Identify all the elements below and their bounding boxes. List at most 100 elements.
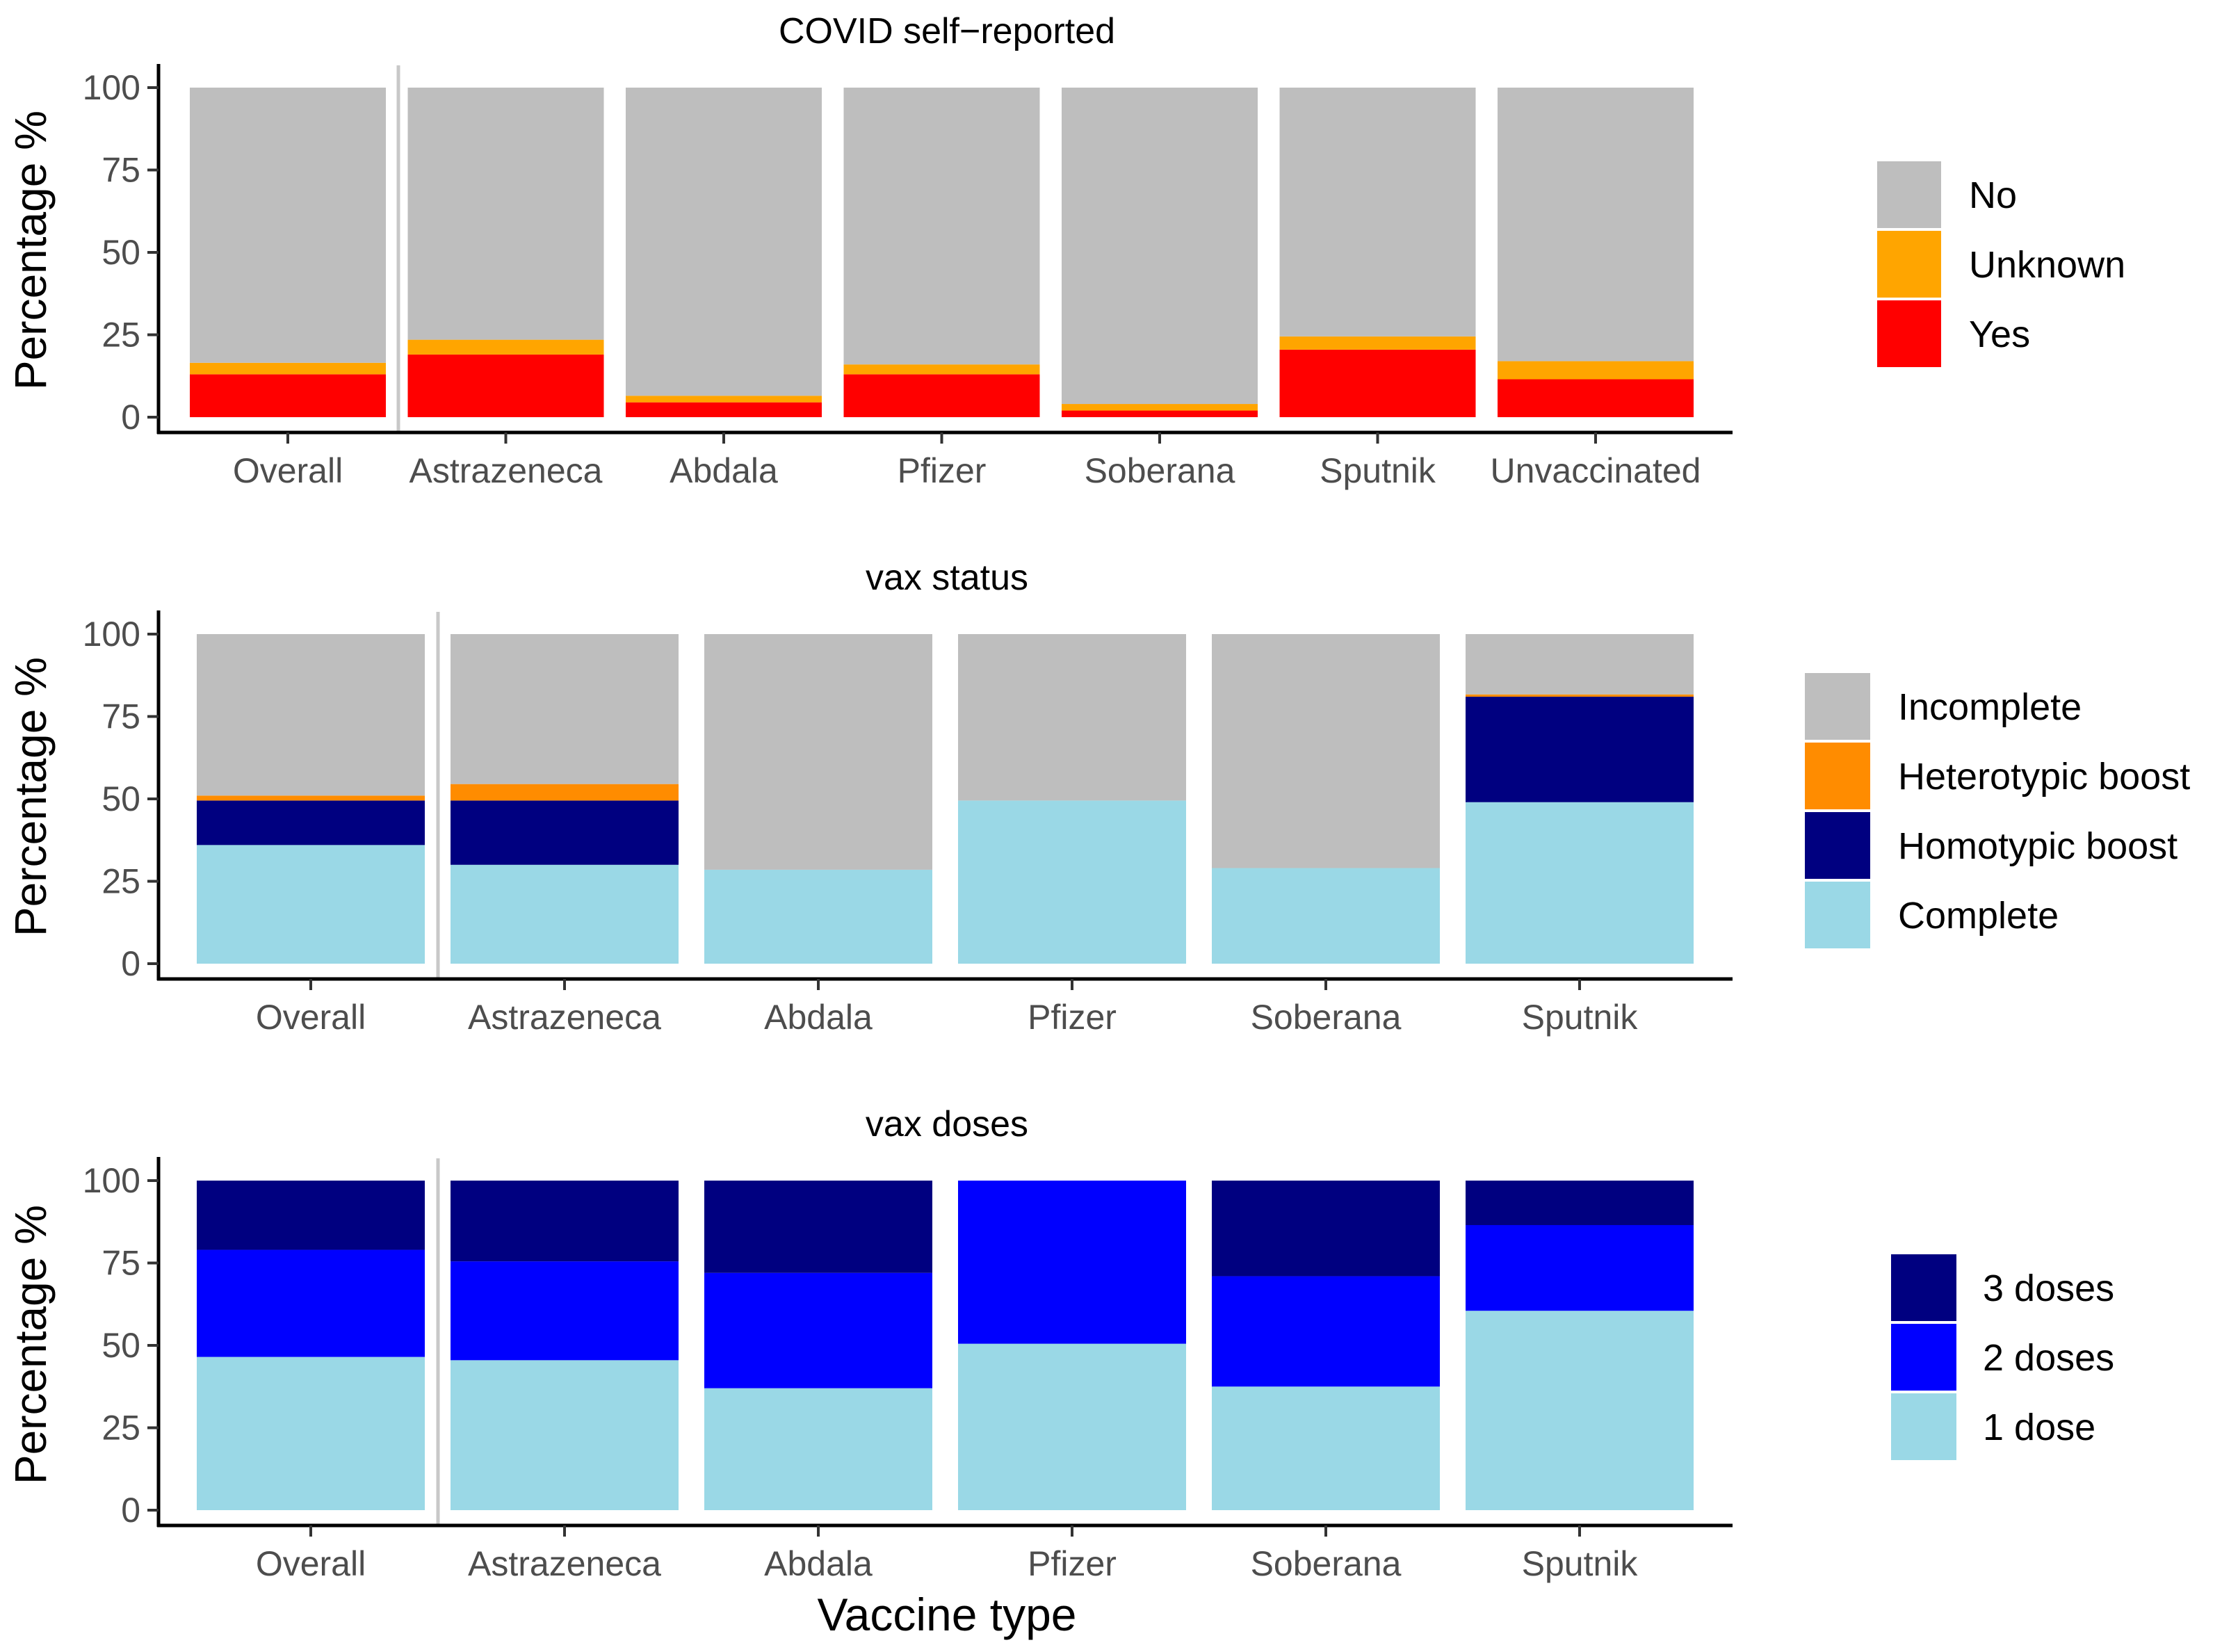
bar-pfizer-yes bbox=[843, 374, 1040, 417]
legend-label: 2 doses bbox=[1983, 1337, 2114, 1379]
bar-astrazeneca-unknown bbox=[407, 339, 604, 355]
bar-overall-2-doses bbox=[197, 1249, 425, 1357]
bar-overall-heterotypic-boost bbox=[197, 795, 425, 801]
x-tick-label: Pfizer bbox=[1028, 1544, 1117, 1583]
legend-key-no bbox=[1877, 161, 1941, 228]
y-tick-label: 100 bbox=[83, 68, 140, 107]
x-tick-label: Abdala bbox=[764, 1544, 873, 1583]
bar-overall-incomplete bbox=[197, 634, 425, 796]
panel-vax-status: vax status Percentage % 0 25 50 75 100 Overal… bbox=[6, 558, 2190, 1037]
axes: 0 25 50 75 100 Overall Astrazeneca Abdala Pfizer… bbox=[83, 610, 1733, 1037]
bar-sputnik-2-doses bbox=[1466, 1224, 1694, 1311]
y-tick-label: 50 bbox=[102, 1326, 140, 1365]
bar-overall-yes bbox=[190, 374, 386, 417]
x-tick-label: Soberana bbox=[1085, 451, 1235, 490]
y-tick-label: 75 bbox=[102, 1244, 140, 1283]
bar-astrazeneca-no bbox=[407, 88, 604, 340]
y-tick-label: 0 bbox=[121, 1491, 140, 1530]
bar-abdala-1-dose bbox=[704, 1388, 932, 1510]
bar-sputnik-3-doses bbox=[1466, 1181, 1694, 1225]
y-tick-label: 25 bbox=[102, 316, 140, 355]
legend-label: Unknown bbox=[1969, 244, 2125, 286]
legend-key-1-dose bbox=[1891, 1393, 1956, 1460]
y-axis-label: Percentage % bbox=[6, 111, 56, 390]
legend-key-complete bbox=[1805, 882, 1870, 948]
bar-astrazeneca-complete bbox=[451, 864, 679, 964]
bar-soberana-2-doses bbox=[1212, 1276, 1440, 1387]
y-axis-label: Percentage % bbox=[6, 657, 56, 937]
bar-astrazeneca-1-dose bbox=[451, 1360, 679, 1510]
bar-pfizer-complete bbox=[958, 800, 1186, 964]
y-tick-label: 50 bbox=[102, 779, 140, 818]
bar-astrazeneca-2-doses bbox=[451, 1261, 679, 1361]
bar-sputnik-homotypic-boost bbox=[1466, 697, 1694, 802]
bar-abdala-3-doses bbox=[704, 1181, 932, 1273]
bar-sputnik-unknown bbox=[1279, 336, 1476, 350]
bar-soberana-complete bbox=[1212, 868, 1440, 964]
axes: 0 25 50 75 100 Overall Astrazeneca Abdala Pfizer… bbox=[83, 64, 1733, 490]
bar-sputnik-yes bbox=[1279, 349, 1476, 417]
panel-title: vax doses bbox=[866, 1104, 1028, 1144]
legend-key-3-doses bbox=[1891, 1254, 1956, 1321]
bar-astrazeneca-homotypic-boost bbox=[451, 800, 679, 865]
x-tick-label: Overall bbox=[256, 998, 366, 1037]
x-tick-label: Soberana bbox=[1251, 1544, 1402, 1583]
legend-label: Homotypic boost bbox=[1898, 825, 2178, 867]
x-tick-label: Soberana bbox=[1251, 998, 1402, 1037]
legend-label: Yes bbox=[1969, 314, 2030, 355]
x-axis-label: Vaccine type bbox=[818, 1589, 1077, 1640]
legend-key-unknown bbox=[1877, 231, 1941, 298]
bar-soberana-incomplete bbox=[1212, 634, 1440, 868]
bar-pfizer-1-dose bbox=[958, 1343, 1186, 1510]
bar-soberana-unknown bbox=[1062, 404, 1258, 411]
y-tick-label: 0 bbox=[121, 944, 140, 983]
y-axis-label: Percentage % bbox=[6, 1205, 56, 1484]
bar-overall-3-doses bbox=[197, 1181, 425, 1250]
bar-sputnik-complete bbox=[1466, 802, 1694, 964]
y-tick-label: 50 bbox=[102, 233, 140, 272]
legend-key-heterotypic-boost bbox=[1805, 743, 1870, 809]
bar-unvaccinated-no bbox=[1498, 88, 1694, 362]
x-tick-label: Unvaccinated bbox=[1491, 451, 1701, 490]
legend-key-incomplete bbox=[1805, 673, 1870, 740]
legend-key-2-doses bbox=[1891, 1324, 1956, 1391]
legend-key-homotypic-boost bbox=[1805, 812, 1870, 879]
bar-abdala-complete bbox=[704, 869, 932, 964]
legend-key-yes bbox=[1877, 300, 1941, 367]
x-tick-label: Sputnik bbox=[1522, 1544, 1639, 1583]
y-tick-label: 25 bbox=[102, 1409, 140, 1448]
x-tick-label: Overall bbox=[233, 451, 343, 490]
bar-astrazeneca-incomplete bbox=[451, 634, 679, 784]
x-tick-label: Astrazeneca bbox=[468, 998, 661, 1037]
x-tick-label: Abdala bbox=[764, 998, 873, 1037]
axes: 0 25 50 75 100 Overall Astrazeneca Abdala Pfizer… bbox=[83, 1157, 1733, 1583]
bar-unvaccinated-unknown bbox=[1498, 361, 1694, 380]
bar-astrazeneca-heterotypic-boost bbox=[451, 784, 679, 801]
x-tick-label: Pfizer bbox=[898, 451, 987, 490]
legend-label: No bbox=[1969, 175, 2017, 216]
bar-soberana-no bbox=[1062, 88, 1258, 405]
x-tick-label: Astrazeneca bbox=[468, 1544, 661, 1583]
y-tick-label: 75 bbox=[102, 151, 140, 190]
bars bbox=[190, 65, 1694, 432]
panel-title: vax status bbox=[866, 558, 1028, 598]
legend: No Unknown Yes bbox=[1877, 161, 2125, 367]
legend-label: Incomplete bbox=[1898, 686, 2082, 728]
legend-label: Complete bbox=[1898, 895, 2059, 937]
panel-covid-self-reported: COVID self−reported Percentage % 0 25 50 75… bbox=[6, 11, 2125, 490]
legend: 3 doses 2 doses 1 dose bbox=[1891, 1254, 2114, 1460]
legend-label: 1 dose bbox=[1983, 1407, 2095, 1448]
bar-sputnik-1-dose bbox=[1466, 1311, 1694, 1510]
x-tick-label: Sputnik bbox=[1522, 998, 1639, 1037]
x-tick-label: Sputnik bbox=[1320, 451, 1436, 490]
bar-soberana-yes bbox=[1062, 410, 1258, 417]
y-tick-label: 75 bbox=[102, 697, 140, 736]
bar-overall-1-dose bbox=[197, 1357, 425, 1510]
bar-astrazeneca-3-doses bbox=[451, 1181, 679, 1262]
bar-overall-no bbox=[190, 88, 386, 363]
bar-abdala-incomplete bbox=[704, 634, 932, 870]
bars bbox=[197, 612, 1694, 979]
bar-overall-unknown bbox=[190, 362, 386, 375]
bar-abdala-no bbox=[626, 88, 822, 396]
